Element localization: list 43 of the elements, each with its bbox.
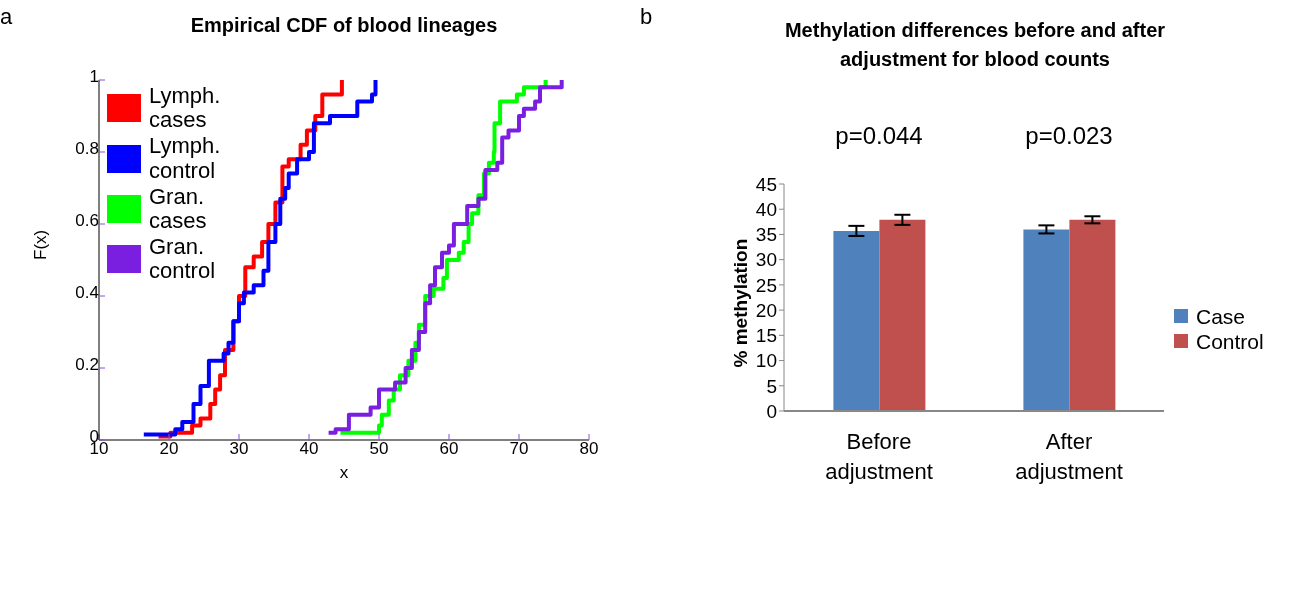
text: p=0.023 bbox=[1024, 122, 1114, 150]
x-axis-title: x bbox=[339, 463, 349, 482]
x-tick-label: 70 bbox=[509, 439, 529, 459]
y-tick-label: 0.4 bbox=[75, 283, 99, 303]
text: a bbox=[0, 4, 13, 30]
chart-title: Methylation differences before and after adjustment for blood counts bbox=[783, 18, 1167, 72]
x-tick-label: After adjustment bbox=[1015, 429, 1123, 484]
x-tick-label: 20 bbox=[159, 439, 179, 459]
y-tick-label: 30 bbox=[755, 249, 777, 271]
y-tick-label: 10 bbox=[755, 350, 777, 372]
legend-label: Lymph. cases bbox=[149, 83, 222, 133]
y-tick-label: 45 bbox=[755, 173, 777, 195]
x-tick-label: 50 bbox=[369, 439, 389, 459]
y-tick-label: 35 bbox=[755, 224, 777, 246]
bar bbox=[1069, 219, 1116, 411]
y-tick-label: 0.8 bbox=[75, 139, 99, 159]
x-tick-label: 30 bbox=[229, 439, 249, 459]
text: p=0.044 bbox=[834, 122, 924, 150]
y-tick-label: 25 bbox=[755, 274, 777, 296]
y-axis-title: F(x) bbox=[31, 229, 51, 260]
y-tick-label: 0.6 bbox=[75, 211, 99, 231]
y-tick-label: 1 bbox=[89, 67, 99, 87]
y-tick-label: 15 bbox=[755, 325, 777, 347]
y-tick-label: 20 bbox=[755, 299, 777, 321]
y-tick-label: 40 bbox=[755, 198, 777, 220]
legend-label: Control bbox=[1196, 329, 1264, 353]
legend-label: Gran. cases bbox=[149, 183, 208, 234]
x-tick-label: 80 bbox=[579, 439, 599, 459]
bar bbox=[833, 230, 880, 411]
x-tick-label: 60 bbox=[439, 439, 459, 459]
legend-label: Case bbox=[1196, 304, 1246, 328]
x-tick-label: 40 bbox=[299, 439, 319, 459]
text: b bbox=[640, 4, 653, 30]
chart-title: Empirical CDF of blood lineages bbox=[189, 14, 499, 37]
bar bbox=[1023, 229, 1070, 411]
y-tick-label: 0.2 bbox=[75, 355, 99, 375]
legend-label: Gran. control bbox=[149, 234, 217, 284]
y-axis-title: % methylation bbox=[729, 238, 751, 368]
x-tick-label: Before adjustment bbox=[825, 429, 933, 484]
bar bbox=[879, 219, 926, 411]
y-tick-label: 5 bbox=[766, 375, 777, 397]
y-tick-label: 0 bbox=[766, 400, 777, 422]
legend-label: Lymph. control bbox=[149, 133, 222, 183]
